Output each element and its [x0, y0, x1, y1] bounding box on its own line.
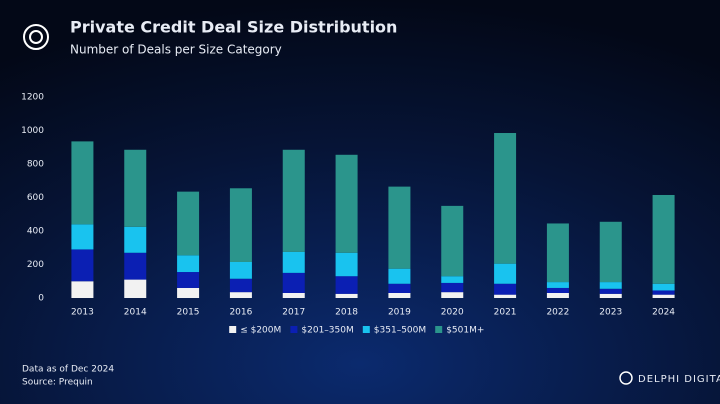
bar-segment — [441, 292, 464, 298]
bar-segment — [388, 283, 411, 293]
bar-segment — [599, 288, 622, 294]
bar-segment — [229, 261, 252, 279]
bar-segment — [177, 191, 200, 256]
x-tick-label: 2016 — [229, 308, 252, 318]
x-tick-label: 2018 — [335, 308, 358, 318]
legend-label: $501M+ — [446, 326, 484, 336]
bar-segment — [494, 133, 517, 264]
bar-segment — [652, 290, 675, 295]
legend-swatch — [362, 326, 370, 333]
legend-label: $351–500M — [374, 326, 426, 336]
bar-segment — [335, 276, 358, 294]
bar-segment — [229, 292, 252, 298]
y-tick-label: 400 — [27, 227, 44, 237]
bar-segment — [229, 278, 252, 293]
bar-segment — [335, 252, 358, 277]
bar-segment — [652, 283, 675, 291]
bar-segment — [282, 251, 305, 273]
bar-segment — [124, 252, 147, 280]
note: Data as of Dec 2024 — [22, 365, 114, 375]
x-tick-label: 2019 — [388, 308, 411, 318]
legend-swatch — [435, 326, 443, 333]
logo — [23, 24, 49, 50]
bar-segment — [388, 292, 411, 298]
x-tick-label: 2022 — [546, 308, 569, 318]
brand-icon — [619, 371, 633, 385]
y-tick-label: 600 — [27, 193, 44, 203]
x-tick-label: 2017 — [282, 308, 305, 318]
bar-segment — [124, 149, 147, 227]
bar-segment — [177, 272, 200, 288]
y-tick-label: 1200 — [21, 93, 44, 103]
bar-segment — [441, 282, 464, 293]
bar-segment — [71, 249, 94, 282]
y-tick-label: 800 — [27, 160, 44, 170]
bar-segment — [652, 194, 675, 284]
note: Source: Prequin — [22, 378, 93, 388]
bar-segment — [177, 255, 200, 273]
bar-segment — [546, 282, 569, 288]
x-tick-label: 2021 — [494, 308, 517, 318]
bar-segment — [71, 141, 94, 225]
bar-segment — [546, 287, 569, 293]
bar-segment — [441, 205, 464, 277]
chart-subtitle: Number of Deals per Size Category — [70, 43, 282, 57]
legend-label: ≤ $200M — [240, 326, 281, 336]
bar-segment — [335, 293, 358, 298]
bar-segment — [71, 224, 94, 250]
bar-segment — [282, 272, 305, 293]
bar-segment — [441, 276, 464, 283]
bar-segment — [494, 294, 517, 298]
y-tick-label: 1000 — [21, 126, 44, 136]
bar-segment — [282, 149, 305, 252]
bar-segment — [494, 283, 517, 295]
bar-segment — [335, 154, 358, 253]
bar-segment — [599, 282, 622, 289]
bar-segment — [177, 287, 200, 298]
x-tick-label: 2013 — [71, 308, 94, 318]
bar-segment — [71, 281, 94, 298]
x-tick-label: 2023 — [599, 308, 622, 318]
y-tick-label: 0 — [38, 294, 44, 304]
x-tick-label: 2014 — [124, 308, 147, 318]
bar-segment — [546, 223, 569, 283]
legend-swatch — [229, 326, 237, 333]
x-tick-label: 2020 — [441, 308, 464, 318]
bar-segment — [546, 292, 569, 298]
bar-segment — [388, 268, 411, 284]
brand: DELPHI DIGITAL — [638, 374, 720, 385]
bar-segment — [494, 263, 517, 284]
bar-segment — [652, 294, 675, 298]
bar-segment — [124, 279, 147, 298]
bar-segment — [388, 186, 411, 269]
bar-segment — [599, 221, 622, 283]
legend-swatch — [290, 326, 298, 333]
bar-segment — [124, 226, 147, 253]
x-tick-label: 2015 — [177, 308, 200, 318]
bar-segment — [282, 292, 305, 298]
chart-title: Private Credit Deal Size Distribution — [70, 18, 397, 37]
bar-segment — [599, 293, 622, 298]
legend-label: $201–350M — [301, 326, 353, 336]
bar-segment — [229, 188, 252, 262]
x-tick-label: 2024 — [652, 308, 675, 318]
y-tick-label: 200 — [27, 260, 44, 270]
